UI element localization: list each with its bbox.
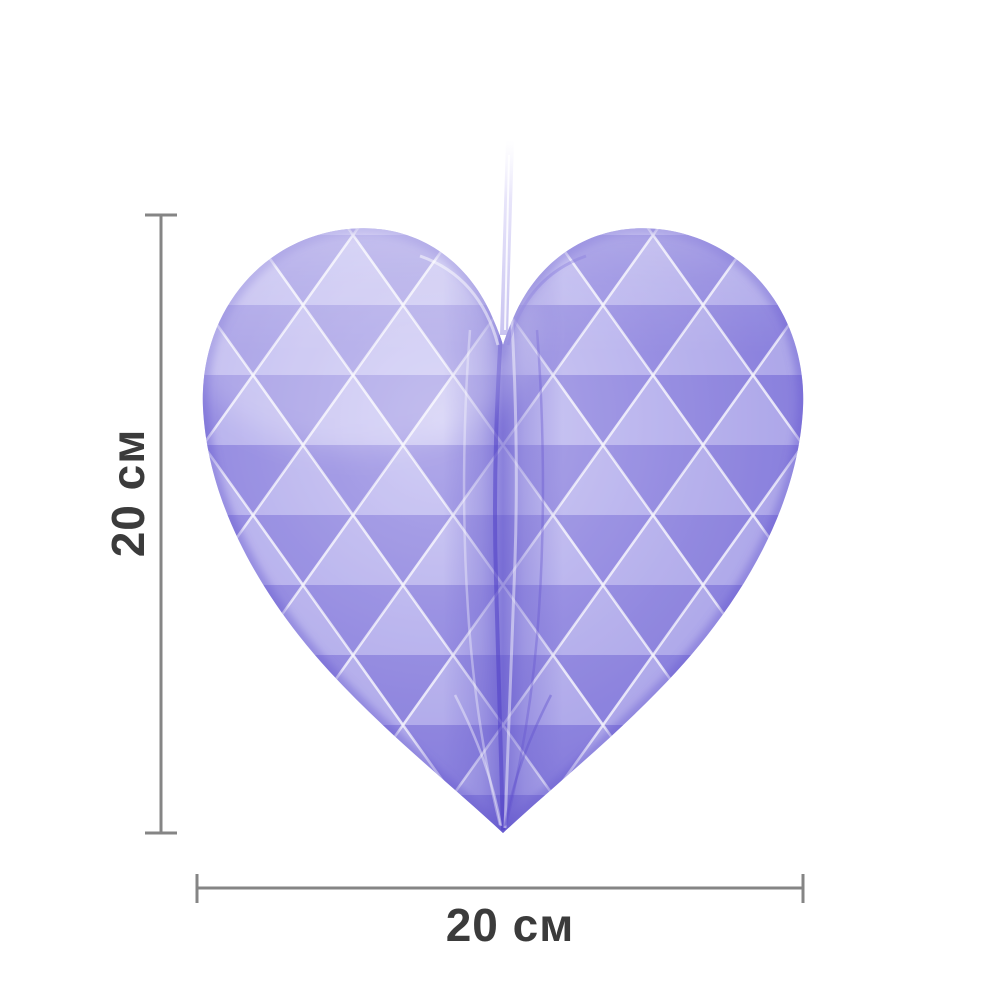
hanging-string <box>500 140 514 335</box>
honeycomb-heart-decoration <box>202 228 804 833</box>
height-dimension: 20 см <box>102 213 177 835</box>
height-dimension-label: 20 см <box>102 429 154 558</box>
width-dimension: 20 см <box>195 874 805 951</box>
width-dimension-label: 20 см <box>446 899 575 951</box>
